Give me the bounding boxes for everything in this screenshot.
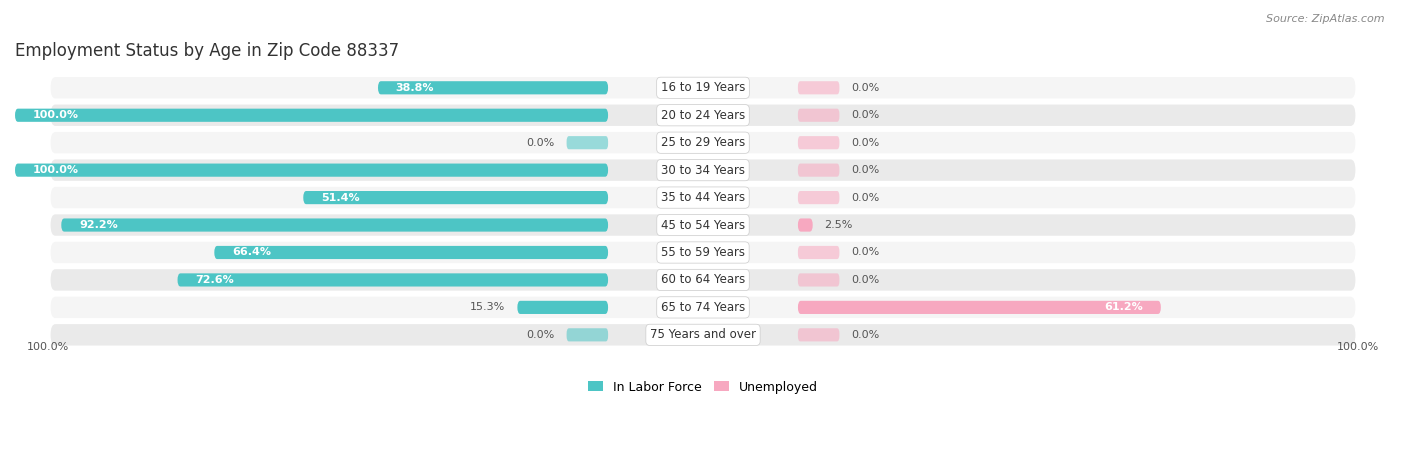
Text: 0.0%: 0.0% [851,330,880,340]
FancyBboxPatch shape [51,324,1355,345]
FancyBboxPatch shape [797,109,839,122]
Text: 92.2%: 92.2% [79,220,118,230]
FancyBboxPatch shape [567,136,609,149]
FancyBboxPatch shape [797,328,839,341]
FancyBboxPatch shape [51,187,1355,208]
Text: 51.4%: 51.4% [321,193,360,202]
FancyBboxPatch shape [567,328,609,341]
Text: Source: ZipAtlas.com: Source: ZipAtlas.com [1267,14,1385,23]
FancyBboxPatch shape [51,160,1355,181]
Text: 0.0%: 0.0% [851,83,880,93]
FancyBboxPatch shape [51,77,1355,98]
Text: 61.2%: 61.2% [1104,302,1143,313]
Text: 0.0%: 0.0% [851,138,880,147]
Text: 100.0%: 100.0% [1337,342,1379,352]
FancyBboxPatch shape [51,297,1355,318]
FancyBboxPatch shape [15,164,609,177]
Text: 20 to 24 Years: 20 to 24 Years [661,109,745,122]
Text: 66.4%: 66.4% [232,248,271,258]
FancyBboxPatch shape [15,109,609,122]
FancyBboxPatch shape [797,301,1161,314]
Text: 16 to 19 Years: 16 to 19 Years [661,81,745,94]
Text: 0.0%: 0.0% [851,165,880,175]
Legend: In Labor Force, Unemployed: In Labor Force, Unemployed [583,377,823,397]
Text: 38.8%: 38.8% [395,83,434,93]
FancyBboxPatch shape [51,242,1355,263]
Text: 0.0%: 0.0% [526,330,555,340]
Text: 60 to 64 Years: 60 to 64 Years [661,273,745,286]
Text: Employment Status by Age in Zip Code 88337: Employment Status by Age in Zip Code 883… [15,42,399,60]
FancyBboxPatch shape [304,191,609,204]
FancyBboxPatch shape [797,246,839,259]
FancyBboxPatch shape [51,214,1355,236]
Text: 2.5%: 2.5% [824,220,853,230]
Text: 100.0%: 100.0% [32,165,79,175]
Text: 0.0%: 0.0% [851,193,880,202]
Text: 72.6%: 72.6% [195,275,233,285]
Text: 100.0%: 100.0% [32,110,79,120]
Text: 75 Years and over: 75 Years and over [650,328,756,341]
FancyBboxPatch shape [378,81,609,94]
FancyBboxPatch shape [214,246,609,259]
Text: 0.0%: 0.0% [851,275,880,285]
Text: 0.0%: 0.0% [851,248,880,258]
FancyBboxPatch shape [797,218,813,232]
FancyBboxPatch shape [51,132,1355,153]
Text: 55 to 59 Years: 55 to 59 Years [661,246,745,259]
FancyBboxPatch shape [51,105,1355,126]
FancyBboxPatch shape [517,301,609,314]
FancyBboxPatch shape [51,269,1355,290]
FancyBboxPatch shape [177,273,609,286]
Text: 15.3%: 15.3% [470,302,506,313]
FancyBboxPatch shape [62,218,609,232]
Text: 45 to 54 Years: 45 to 54 Years [661,219,745,231]
FancyBboxPatch shape [797,273,839,286]
FancyBboxPatch shape [797,164,839,177]
Text: 0.0%: 0.0% [526,138,555,147]
FancyBboxPatch shape [797,136,839,149]
FancyBboxPatch shape [797,81,839,94]
Text: 35 to 44 Years: 35 to 44 Years [661,191,745,204]
Text: 0.0%: 0.0% [851,110,880,120]
FancyBboxPatch shape [797,191,839,204]
Text: 65 to 74 Years: 65 to 74 Years [661,301,745,314]
Text: 100.0%: 100.0% [27,342,69,352]
Text: 25 to 29 Years: 25 to 29 Years [661,136,745,149]
Text: 30 to 34 Years: 30 to 34 Years [661,164,745,177]
